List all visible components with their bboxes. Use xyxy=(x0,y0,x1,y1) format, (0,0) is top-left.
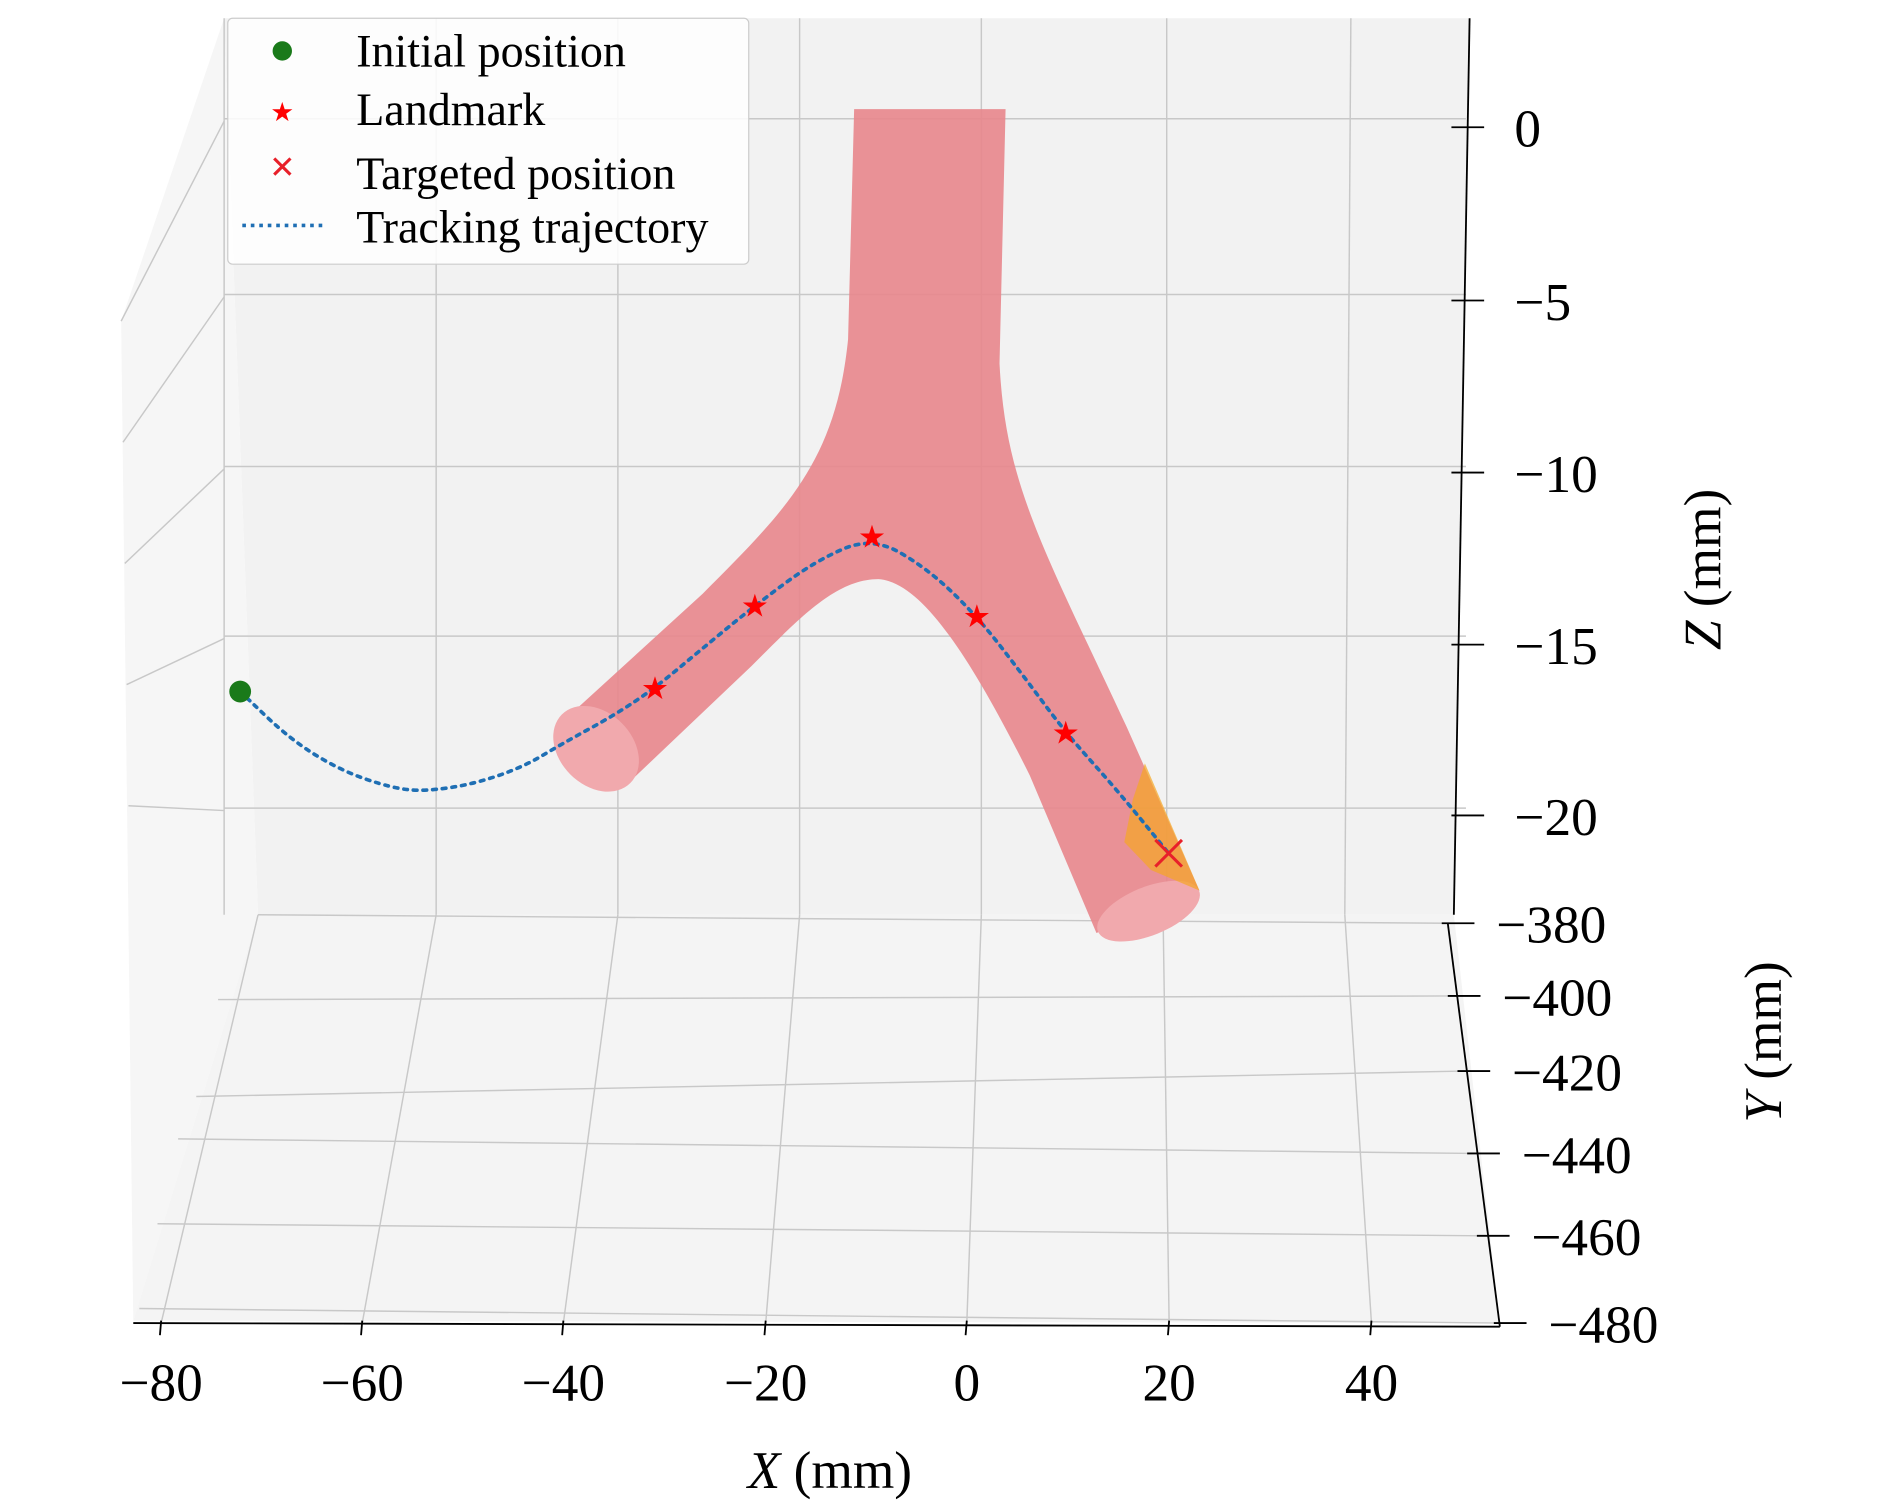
legend-landmark-label: Landmark xyxy=(356,84,546,135)
x-axis-label: X (mm) xyxy=(746,1441,912,1500)
left-grid-line xyxy=(124,468,225,564)
x-tick-label: −80 xyxy=(119,1354,202,1413)
y-tick-label: −380 xyxy=(1496,896,1606,955)
legend-initial-marker xyxy=(272,41,292,61)
targeted-position-marker xyxy=(1154,838,1184,868)
x-tick xyxy=(360,1320,364,1336)
left-grid-line xyxy=(128,805,225,812)
y-axis-label: Y (mm) xyxy=(1734,961,1793,1122)
y-tick-label: −480 xyxy=(1548,1295,1658,1354)
x-tick-label: −60 xyxy=(321,1354,404,1413)
x-tick-label: −40 xyxy=(522,1354,605,1413)
floor-grid-line xyxy=(258,914,1448,924)
floor-grid-line xyxy=(966,914,983,1324)
target-region xyxy=(1124,763,1200,891)
z-tick-label: −5 xyxy=(1514,273,1571,332)
left-grid-line xyxy=(120,120,225,322)
vessel-left-end xyxy=(553,705,639,792)
x-tick-label: 20 xyxy=(1142,1354,1195,1413)
floor-grid-line xyxy=(1162,914,1170,1324)
axes xyxy=(133,18,1501,1328)
x-tick xyxy=(1369,1320,1373,1336)
z-tick-label: −15 xyxy=(1514,617,1597,676)
legend-target-label: Targeted position xyxy=(356,148,675,199)
tick-labels: −80 −60 −40 −20 0 20 40 0 −5 −10 −15 −20 −380 −400 −42… xyxy=(119,100,1658,1413)
x-tick xyxy=(561,1320,565,1336)
trajectory-line xyxy=(238,541,1171,856)
floor-grid-line xyxy=(562,914,619,1324)
x-tick-label: −20 xyxy=(724,1354,807,1413)
x-tick xyxy=(1167,1320,1171,1336)
z-axis-line xyxy=(1452,18,1471,915)
floor-grid-line xyxy=(160,914,259,1324)
y-tick-label: −420 xyxy=(1512,1043,1622,1102)
floor-grid-line xyxy=(139,1307,1500,1324)
floor-grid-line xyxy=(157,1222,1483,1237)
y-tick-label: −400 xyxy=(1502,968,1612,1027)
vessel-model xyxy=(553,109,1200,942)
vessel-trunk xyxy=(563,109,1200,933)
x-tick xyxy=(964,1320,968,1336)
landmark-marker: ★ xyxy=(858,520,886,555)
y-tick-label: −460 xyxy=(1531,1208,1641,1267)
floor-grid-line xyxy=(178,1138,1474,1155)
x-tick-label: 0 xyxy=(953,1354,980,1413)
legend-trajectory-label: Tracking trajectory xyxy=(356,201,708,252)
z-tick-label: −10 xyxy=(1514,445,1597,504)
grid xyxy=(120,18,1500,1324)
left-grid-line xyxy=(126,637,225,686)
x-tick xyxy=(763,1320,767,1336)
floor-grid-line xyxy=(361,914,437,1324)
floor-grid-line xyxy=(218,995,1454,1001)
landmark-marker: ★ xyxy=(1052,716,1080,751)
legend-initial-label: Initial position xyxy=(356,26,626,77)
z-axis-label: Z (mm) xyxy=(1673,489,1732,650)
x-tick xyxy=(159,1320,163,1336)
legend: Initial position ★ Landmark ✕ Targeted p… xyxy=(227,17,750,265)
landmark-marker: ★ xyxy=(641,671,669,706)
floor-grid-line xyxy=(196,1070,1464,1098)
initial-position-marker xyxy=(229,680,252,703)
data-marks: ★ ★ ★ ★ ★ xyxy=(229,520,1184,868)
z-tick-label: 0 xyxy=(1514,100,1541,159)
x-axis-line xyxy=(133,1322,1500,1328)
legend-box xyxy=(227,17,750,265)
floor-pane xyxy=(133,914,1500,1324)
y-axis-line xyxy=(1446,923,1501,1327)
z-tick-label: −20 xyxy=(1514,788,1597,847)
floor-grid-line xyxy=(764,914,801,1324)
landmark-marker: ★ xyxy=(963,599,991,634)
legend-landmark-marker: ★ xyxy=(270,97,294,127)
vessel-right-end xyxy=(1097,880,1200,942)
x-tick-label: 40 xyxy=(1345,1354,1398,1413)
left-grid-line xyxy=(122,296,225,443)
legend-target-marker: ✕ xyxy=(269,150,295,185)
y-tick-label: −440 xyxy=(1522,1126,1632,1185)
floor-grid-line xyxy=(1344,914,1373,1324)
landmark-marker: ★ xyxy=(741,588,769,623)
